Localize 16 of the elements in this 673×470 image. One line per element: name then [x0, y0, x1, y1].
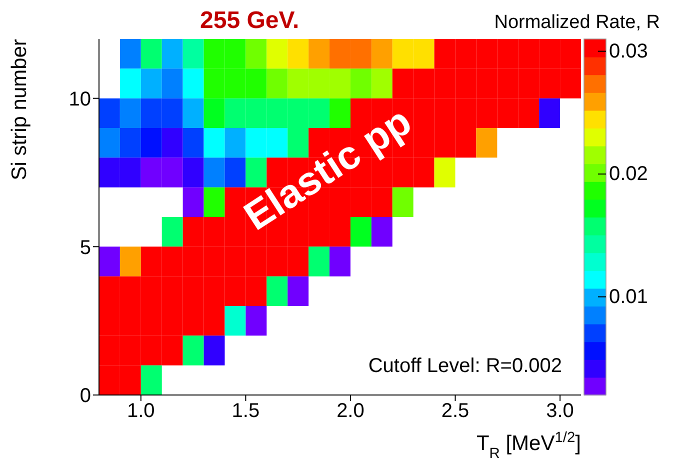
- color-bar-label: 0.03: [609, 40, 648, 62]
- color-bar-title: Normalized Rate, R: [494, 12, 660, 33]
- y-tick-label: 5: [80, 236, 91, 259]
- y-tick-label: 0: [80, 385, 91, 408]
- x-tick-label: 2.0: [336, 400, 364, 422]
- annotation: Cutoff Level: R=0.002: [368, 355, 562, 377]
- x-tick-label: 1.0: [127, 400, 155, 422]
- color-bar-label: 0.02: [609, 163, 648, 186]
- color-bar-label: 0.01: [609, 286, 648, 308]
- y-tick-label: 10: [68, 88, 91, 110]
- x-axis-title: T$_{R}$ [MeV$^{1/2}$]: [476, 430, 581, 462]
- y-axis-title: Si strip number: [8, 38, 31, 180]
- x-tick-label: 2.5: [441, 400, 470, 422]
- x-tick-label: 3.0: [546, 400, 574, 422]
- x-tick-label: 1.5: [232, 400, 260, 422]
- chart-title: 255 GeV.: [200, 7, 300, 34]
